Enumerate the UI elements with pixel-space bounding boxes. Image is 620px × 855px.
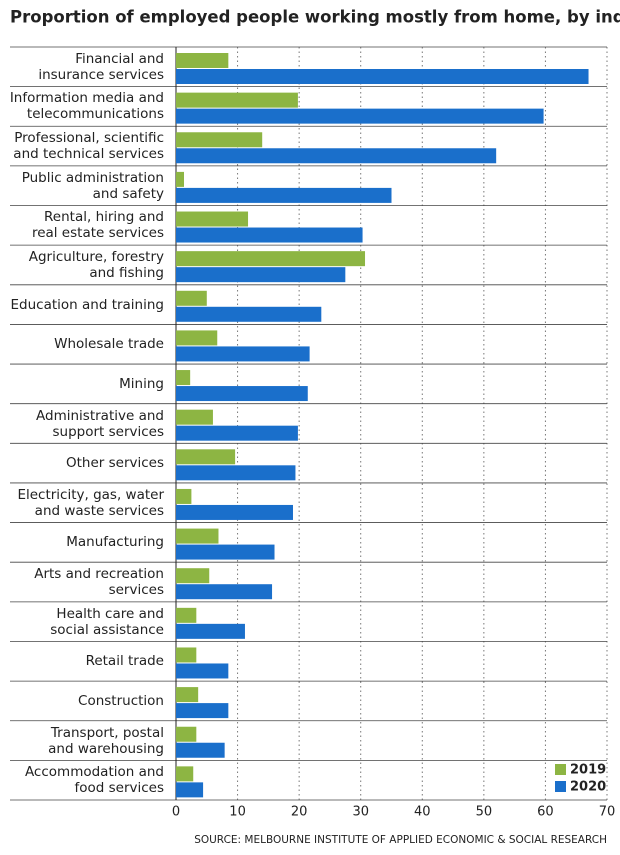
- category-label: Transport, postal and warehousing: [48, 724, 164, 757]
- bar: [176, 782, 204, 798]
- category-label: Construction: [78, 692, 164, 709]
- bar: [176, 703, 229, 719]
- bar: [176, 465, 296, 481]
- x-tick-label: 0: [172, 805, 180, 820]
- bar: [176, 148, 497, 164]
- source: SOURCE: MELBOURNE INSTITUTE OF APPLIED E…: [194, 834, 607, 846]
- bar: [176, 663, 229, 679]
- category-label: Electricity, gas, water and waste servic…: [17, 486, 164, 519]
- legend-swatch: [555, 781, 566, 792]
- bar: [176, 108, 544, 124]
- category-label: Agriculture, forestry and fishing: [28, 248, 164, 281]
- category-label: Accommodation and food services: [24, 764, 164, 797]
- bar: [176, 504, 293, 520]
- bar: [176, 742, 225, 758]
- bar: [176, 346, 310, 362]
- x-tick-label: 30: [352, 805, 369, 820]
- bar: [176, 647, 197, 663]
- bar: [176, 69, 589, 84]
- bar: [176, 251, 366, 267]
- bar: [176, 584, 273, 600]
- x-tick-label: 50: [476, 805, 493, 820]
- category-label: Other services: [65, 455, 164, 472]
- x-tick-label: 70: [599, 805, 616, 820]
- category-label: Wholesale trade: [54, 336, 164, 353]
- bar: [176, 766, 194, 782]
- category-label: Education and training: [10, 296, 165, 313]
- bar: [176, 290, 207, 306]
- legend-label: 2019: [570, 763, 606, 778]
- category-label: Administrative and support services: [36, 407, 164, 440]
- category-label: Arts and recreation services: [34, 566, 164, 599]
- bar: [176, 607, 197, 623]
- x-tick-label: 40: [414, 805, 431, 820]
- bar: [176, 330, 218, 346]
- category-label: Financial and insurance services: [38, 50, 164, 83]
- bar: [176, 370, 191, 386]
- bar: [176, 544, 275, 560]
- bar: [176, 528, 219, 544]
- x-tick-label: 60: [537, 805, 554, 820]
- category-label: Information media and telecommunications: [9, 90, 164, 123]
- bar: [176, 132, 263, 148]
- bar: [176, 568, 210, 584]
- bar: [176, 53, 229, 68]
- category-label: Rental, hiring and real estate services: [31, 209, 164, 242]
- bar: [176, 409, 213, 425]
- bar: [176, 449, 236, 465]
- x-tick-label: 10: [229, 805, 246, 820]
- bar: [176, 386, 308, 402]
- category-label: Retail trade: [85, 653, 164, 670]
- category-label: Health care and social assistance: [50, 605, 164, 638]
- bar: [176, 227, 363, 243]
- bar: [176, 187, 392, 203]
- bar: [176, 488, 192, 504]
- x-tick-label: 20: [291, 805, 308, 820]
- bar: [176, 306, 322, 322]
- category-label: Manufacturing: [66, 534, 164, 551]
- category-label: Public administration and safety: [21, 169, 164, 202]
- category-label: Mining: [119, 375, 164, 392]
- bar: [176, 623, 245, 639]
- chart-title: Proportion of employed people working mo…: [10, 8, 620, 27]
- legend-label: 2020: [570, 780, 606, 795]
- bar: [176, 726, 197, 742]
- legend-swatch: [555, 764, 566, 775]
- bar: [176, 267, 346, 283]
- category-label: Professional, scientific and technical s…: [13, 130, 164, 163]
- bar: [176, 211, 249, 227]
- bar: [176, 92, 298, 108]
- bar: [176, 171, 185, 187]
- bar: [176, 687, 199, 703]
- bar: [176, 425, 298, 441]
